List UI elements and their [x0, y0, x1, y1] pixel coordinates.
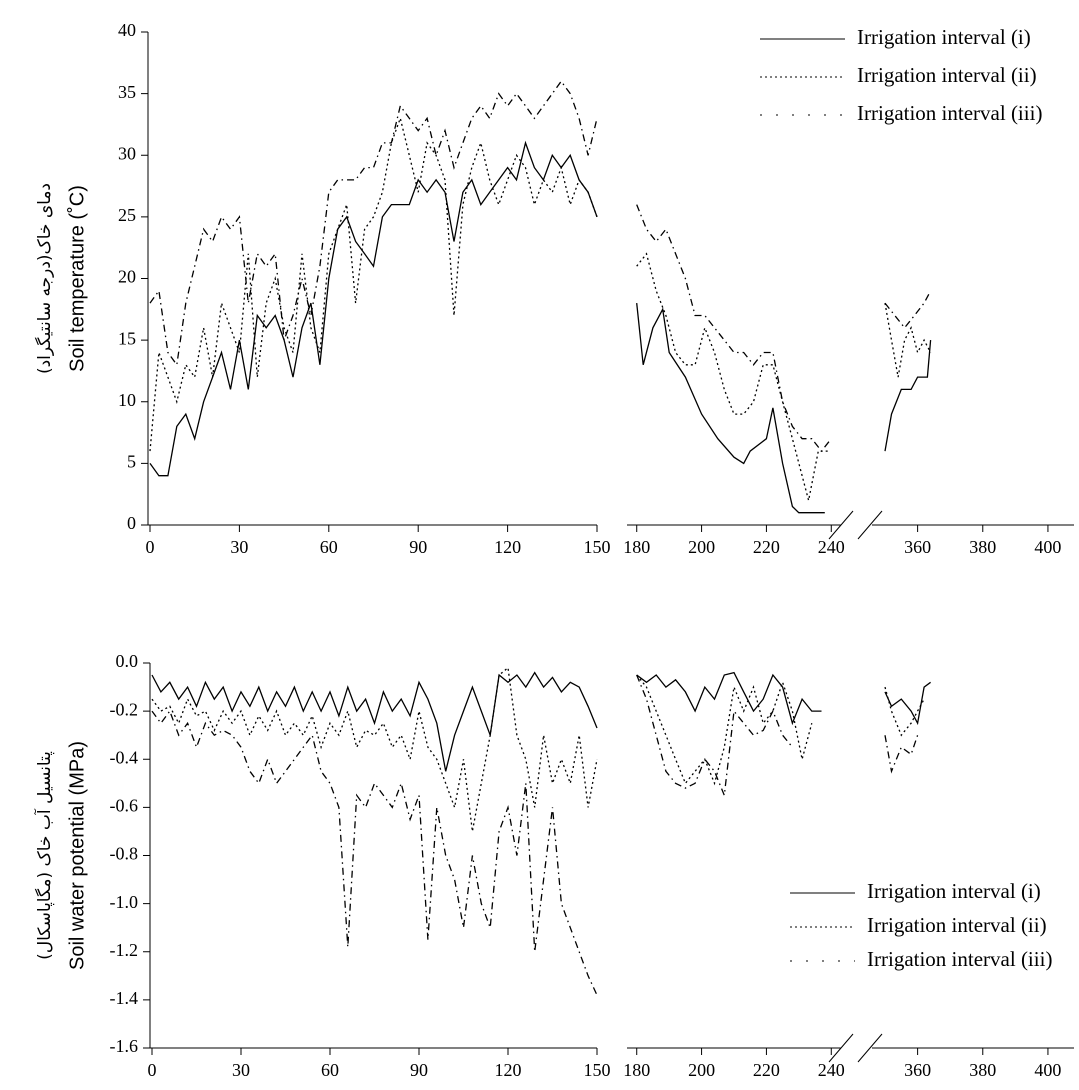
y-tick-label: 20: [118, 267, 136, 287]
x-tick-label: 30: [230, 537, 248, 557]
y-tick-label: 15: [118, 328, 136, 348]
series-line: [636, 303, 825, 514]
x-tick-label: 360: [904, 1060, 931, 1080]
series-line: [151, 671, 598, 772]
x-tick-label: 0: [146, 537, 155, 557]
x-tick-label: 60: [320, 537, 338, 557]
series-line: [149, 116, 598, 452]
series-line: [636, 674, 813, 786]
x-tick-label: 180: [623, 1060, 650, 1080]
y-tick-label: 40: [118, 20, 136, 40]
series-line: [884, 686, 925, 737]
x-tick-label: 200: [688, 537, 715, 557]
x-tick-label: 150: [584, 1060, 611, 1080]
axis-break: [857, 510, 883, 540]
y-axis-label: Soil temperature (˚C): [66, 185, 88, 372]
series-line: [151, 709, 598, 996]
x-tick-label: 400: [1034, 1060, 1061, 1080]
series-line: [884, 290, 932, 329]
series-line: [884, 681, 931, 726]
x-tick-label: 220: [753, 1060, 780, 1080]
y-axis-label-fa: پتانسیل آب خاک (مگاپاسکال): [33, 751, 55, 960]
series-line: [151, 666, 598, 832]
legend-label: Irrigation interval (ii): [857, 63, 1037, 87]
series-line: [149, 80, 598, 367]
y-tick-label: -1.0: [110, 892, 139, 912]
series-line: [884, 340, 932, 452]
x-tick-label: 90: [410, 1060, 428, 1080]
y-tick-label: -1.2: [110, 940, 139, 960]
legend-label: Irrigation interval (iii): [867, 947, 1052, 971]
series-line: [636, 252, 828, 501]
x-tick-label: 240: [818, 537, 845, 557]
series-line: [884, 302, 932, 378]
x-tick-label: 120: [494, 537, 521, 557]
y-tick-label: -0.4: [110, 747, 139, 767]
y-tick-label: 5: [127, 452, 136, 472]
legend-label: Irrigation interval (ii): [867, 913, 1047, 937]
x-tick-label: 380: [969, 537, 996, 557]
x-tick-label: 220: [753, 537, 780, 557]
y-tick-label: 25: [118, 205, 136, 225]
x-tick-label: 0: [148, 1060, 157, 1080]
y-axis-label-fa: دمای خاک(درجه سانتیگراد): [34, 183, 55, 374]
y-tick-label: -0.8: [110, 844, 139, 864]
y-tick-label: 0.0: [116, 651, 139, 671]
y-tick-label: -0.6: [110, 796, 139, 816]
x-tick-label: 150: [584, 537, 611, 557]
series-line: [884, 734, 919, 774]
axis-break: [857, 1033, 883, 1063]
y-tick-label: 0: [127, 513, 136, 533]
x-tick-label: 240: [818, 1060, 845, 1080]
x-tick-label: 180: [623, 537, 650, 557]
series-line: [636, 674, 793, 796]
y-tick-label: 35: [118, 82, 136, 102]
x-tick-label: 400: [1034, 537, 1061, 557]
legend-label: Irrigation interval (i): [867, 879, 1041, 903]
axis-break: [828, 1033, 854, 1063]
series-line: [636, 671, 822, 726]
x-tick-label: 60: [321, 1060, 339, 1080]
x-tick-label: 30: [232, 1060, 250, 1080]
x-tick-label: 90: [409, 537, 427, 557]
legend-label: Irrigation interval (i): [857, 25, 1031, 49]
x-tick-label: 120: [495, 1060, 522, 1080]
x-tick-label: 380: [969, 1060, 996, 1080]
axis-break: [828, 510, 854, 540]
y-tick-label: 10: [118, 390, 136, 410]
x-tick-label: 200: [688, 1060, 715, 1080]
series-line: [636, 204, 832, 453]
y-tick-label: -1.6: [110, 1036, 139, 1056]
y-tick-label: -1.4: [110, 988, 139, 1008]
y-axis-label: Soil water potential (MPa): [66, 741, 88, 970]
y-tick-label: 30: [118, 143, 136, 163]
legend-label: Irrigation interval (iii): [857, 101, 1042, 125]
x-tick-label: 360: [904, 537, 931, 557]
y-tick-label: -0.2: [110, 699, 139, 719]
series-line: [149, 140, 598, 477]
